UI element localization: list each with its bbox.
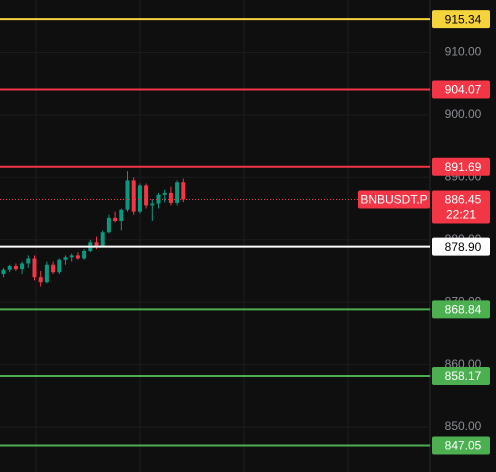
candle-body (144, 185, 149, 206)
candle-body (137, 185, 142, 212)
y-tick-label: 850.00 (445, 419, 482, 433)
candle-body (175, 182, 180, 203)
candle-body (69, 255, 74, 258)
candle-body (119, 209, 124, 222)
candle-body (113, 217, 118, 222)
candle-body (1, 269, 6, 275)
level-tag (432, 436, 490, 455)
symbol-label: BNBUSDT.P (360, 193, 427, 207)
level-label: 858.17 (445, 369, 482, 383)
candle-body (32, 258, 37, 278)
candle-body (38, 277, 43, 283)
y-tick-label: 910.00 (445, 45, 482, 59)
candle-body (125, 180, 130, 210)
level-label: 915.34 (445, 12, 482, 26)
candle-body (181, 182, 186, 200)
vertical-grid (35, 0, 349, 472)
candle-body (57, 259, 62, 273)
candle-body (94, 242, 99, 246)
candle-body (82, 250, 87, 259)
level-tag (432, 10, 490, 29)
level-label: 878.90 (445, 240, 482, 254)
candle-body (63, 257, 68, 260)
level-label: 891.69 (445, 160, 482, 174)
level-tag (432, 367, 490, 386)
countdown-label: 22:21 (446, 208, 476, 222)
price-tag (432, 190, 490, 224)
price-label: 886.45 (445, 193, 482, 207)
level-label: 904.07 (445, 83, 482, 97)
y-tick-label: 900.00 (445, 107, 482, 121)
level-tag (432, 157, 490, 176)
candle-body (150, 203, 155, 206)
candle-body (44, 264, 49, 283)
candle-body (168, 192, 173, 203)
candle-body (75, 255, 80, 259)
candle-body (156, 194, 161, 204)
candle-body (20, 263, 25, 270)
level-label: 868.84 (445, 303, 482, 317)
candle-body (26, 258, 31, 264)
candle-body (13, 265, 18, 270)
candle-body (7, 265, 12, 270)
candle-body (162, 192, 167, 195)
candle-body (51, 264, 56, 273)
level-label: 847.05 (445, 439, 482, 453)
level-tag (432, 80, 490, 99)
level-tag (432, 237, 490, 256)
level-tag (432, 300, 490, 319)
candle-body (131, 180, 136, 212)
candle-body (100, 232, 105, 246)
candle-body (106, 217, 111, 233)
symbol-tag (358, 190, 430, 209)
